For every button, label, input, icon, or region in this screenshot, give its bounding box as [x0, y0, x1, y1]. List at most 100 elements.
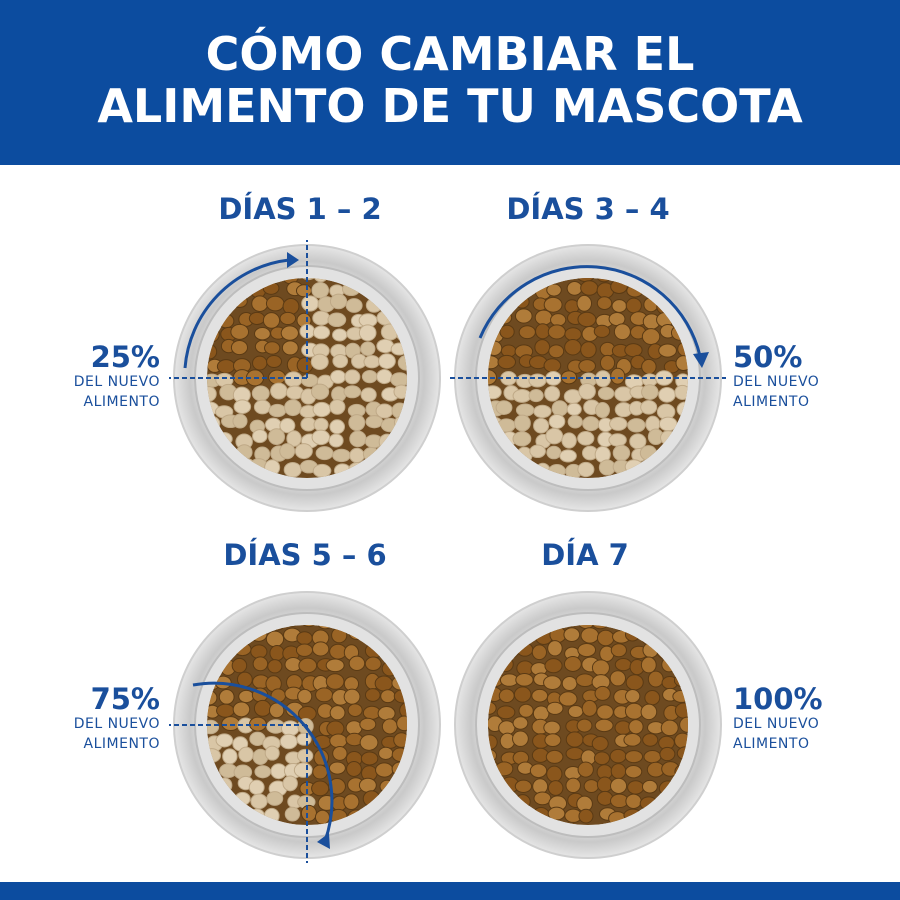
old-kibble — [215, 733, 234, 748]
old-kibble — [567, 415, 583, 429]
new-kibble — [377, 706, 396, 721]
new-kibble — [610, 367, 626, 385]
new-kibble — [498, 688, 515, 704]
new-kibble — [594, 685, 611, 701]
new-kibble — [325, 673, 345, 690]
old-kibble — [577, 431, 595, 446]
footer-band — [0, 882, 900, 900]
new-kibble — [694, 615, 709, 628]
old-kibble — [280, 720, 300, 737]
new-kibble — [381, 718, 398, 735]
new-kibble — [531, 688, 549, 703]
old-kibble — [693, 462, 708, 476]
old-kibble — [376, 369, 393, 385]
new-kibble — [329, 705, 346, 721]
old-kibble — [250, 793, 268, 810]
new-kibble — [230, 323, 250, 340]
new-kibble — [596, 629, 615, 647]
new-kibble — [380, 689, 396, 704]
new-kibble — [599, 354, 616, 371]
new-kibble — [296, 631, 313, 646]
old-kibble — [528, 373, 547, 388]
old-kibble — [296, 732, 312, 746]
new-kibble — [580, 341, 597, 359]
new-kibble — [408, 616, 423, 631]
new-kibble — [265, 295, 285, 312]
new-kibble — [532, 778, 549, 795]
new-kibble — [546, 283, 562, 297]
new-kibble — [565, 731, 584, 748]
new-kibble — [514, 308, 533, 324]
old-kibble — [279, 443, 296, 460]
old-kibble — [332, 328, 348, 342]
new-kibble — [596, 776, 613, 793]
percent-value: 75% — [90, 682, 160, 716]
new-kibble — [269, 702, 285, 719]
old-kibble — [349, 447, 365, 464]
new-kibble — [325, 658, 345, 673]
new-kibble — [593, 751, 611, 766]
old-kibble — [363, 355, 381, 369]
old-kibble — [495, 400, 513, 415]
new-kibble — [533, 791, 552, 806]
new-kibble — [642, 733, 659, 747]
new-kibble — [295, 284, 313, 298]
new-kibble — [207, 278, 219, 282]
new-kibble — [625, 689, 641, 704]
old-kibble — [608, 433, 627, 447]
new-kibble — [375, 762, 394, 778]
new-kibble — [314, 809, 330, 825]
old-kibble — [365, 415, 384, 429]
new-kibble — [535, 323, 551, 340]
arrowhead-icon — [287, 252, 299, 268]
new-kibble — [312, 641, 330, 657]
new-kibble — [583, 779, 600, 794]
new-kibble — [378, 746, 394, 760]
old-kibble — [544, 385, 561, 402]
new-kibble — [640, 703, 658, 721]
new-kibble — [547, 780, 564, 796]
new-kibble — [328, 761, 346, 775]
old-kibble — [612, 444, 631, 462]
arrowhead-icon — [317, 833, 330, 849]
new-kibble — [692, 264, 707, 280]
new-kibble — [221, 716, 241, 732]
old-kibble — [284, 371, 303, 388]
old-kibble — [582, 416, 600, 432]
new-kibble — [412, 807, 427, 819]
new-kibble — [518, 703, 534, 718]
old-kibble — [627, 418, 646, 433]
old-kibble — [609, 416, 628, 431]
old-kibble — [566, 402, 582, 416]
old-kibble — [332, 448, 351, 463]
new-kibble — [295, 643, 314, 657]
percent-caption: ALIMENTO — [83, 394, 160, 410]
new-kibble — [300, 625, 318, 628]
old-kibble — [282, 775, 298, 792]
new-kibble — [564, 327, 582, 342]
new-kibble — [230, 339, 249, 356]
new-kibble — [609, 777, 628, 794]
new-kibble — [644, 690, 661, 706]
new-kibble — [560, 370, 578, 385]
old-kibble — [266, 791, 284, 806]
old-kibble — [238, 746, 254, 763]
old-kibble — [329, 419, 346, 435]
new-kibble — [596, 704, 614, 720]
new-kibble — [641, 779, 658, 794]
new-kibble — [576, 294, 593, 312]
old-kibble — [360, 341, 376, 357]
new-kibble — [591, 735, 609, 752]
old-kibble — [358, 324, 377, 342]
old-kibble — [233, 399, 252, 415]
new-kibble — [610, 763, 627, 780]
new-kibble — [347, 703, 363, 718]
new-kibble — [546, 701, 564, 715]
new-kibble — [262, 312, 281, 329]
new-kibble — [624, 702, 644, 720]
new-kibble — [581, 699, 598, 717]
new-kibble — [550, 313, 567, 327]
new-kibble — [529, 763, 548, 779]
new-kibble — [547, 640, 563, 657]
food-bowl-100 — [454, 591, 722, 859]
